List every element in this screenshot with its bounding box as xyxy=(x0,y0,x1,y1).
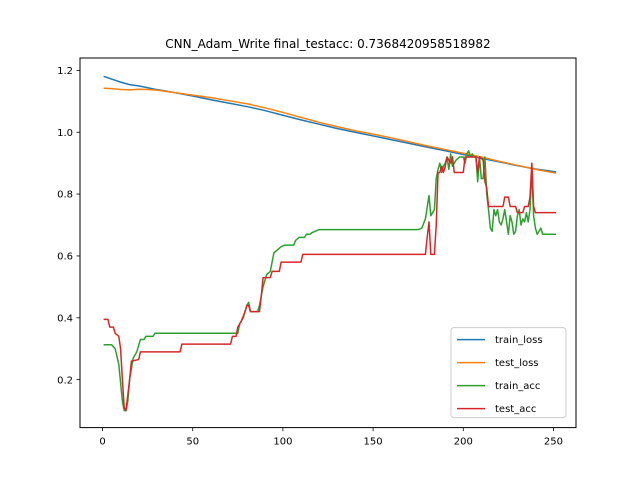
y-tick-label: 1.2 xyxy=(57,66,73,77)
x-axis: 0 50 100 150 200 250 xyxy=(99,427,563,448)
chart-title: CNN_Adam_Write final_testacc: 0.73684209… xyxy=(165,37,490,51)
x-tick-label: 200 xyxy=(454,437,473,448)
series-layer xyxy=(103,75,557,412)
y-tick-label: 0.2 xyxy=(57,375,73,386)
y-tick-label: 0.4 xyxy=(57,313,73,324)
legend-label: train_acc xyxy=(495,381,540,392)
y-axis: 0.2 0.4 0.6 0.8 1.0 1.2 xyxy=(57,66,80,386)
legend-label: test_loss xyxy=(495,358,539,369)
y-tick-label: 1.0 xyxy=(57,128,73,139)
legend-label: test_acc xyxy=(495,404,536,415)
y-tick-label: 0.6 xyxy=(57,252,73,263)
legend: train_loss test_loss train_acc test_acc xyxy=(450,327,567,419)
y-tick-label: 0.8 xyxy=(57,190,73,201)
legend-label: train_loss xyxy=(495,335,543,346)
x-tick-label: 250 xyxy=(544,437,563,448)
x-tick-label: 50 xyxy=(186,437,199,448)
plot-frame xyxy=(79,57,577,429)
x-tick-label: 0 xyxy=(99,437,105,448)
series-line-test-acc xyxy=(103,156,557,412)
legend-box xyxy=(450,327,567,419)
x-tick-label: 100 xyxy=(273,437,292,448)
x-tick-label: 150 xyxy=(364,437,383,448)
